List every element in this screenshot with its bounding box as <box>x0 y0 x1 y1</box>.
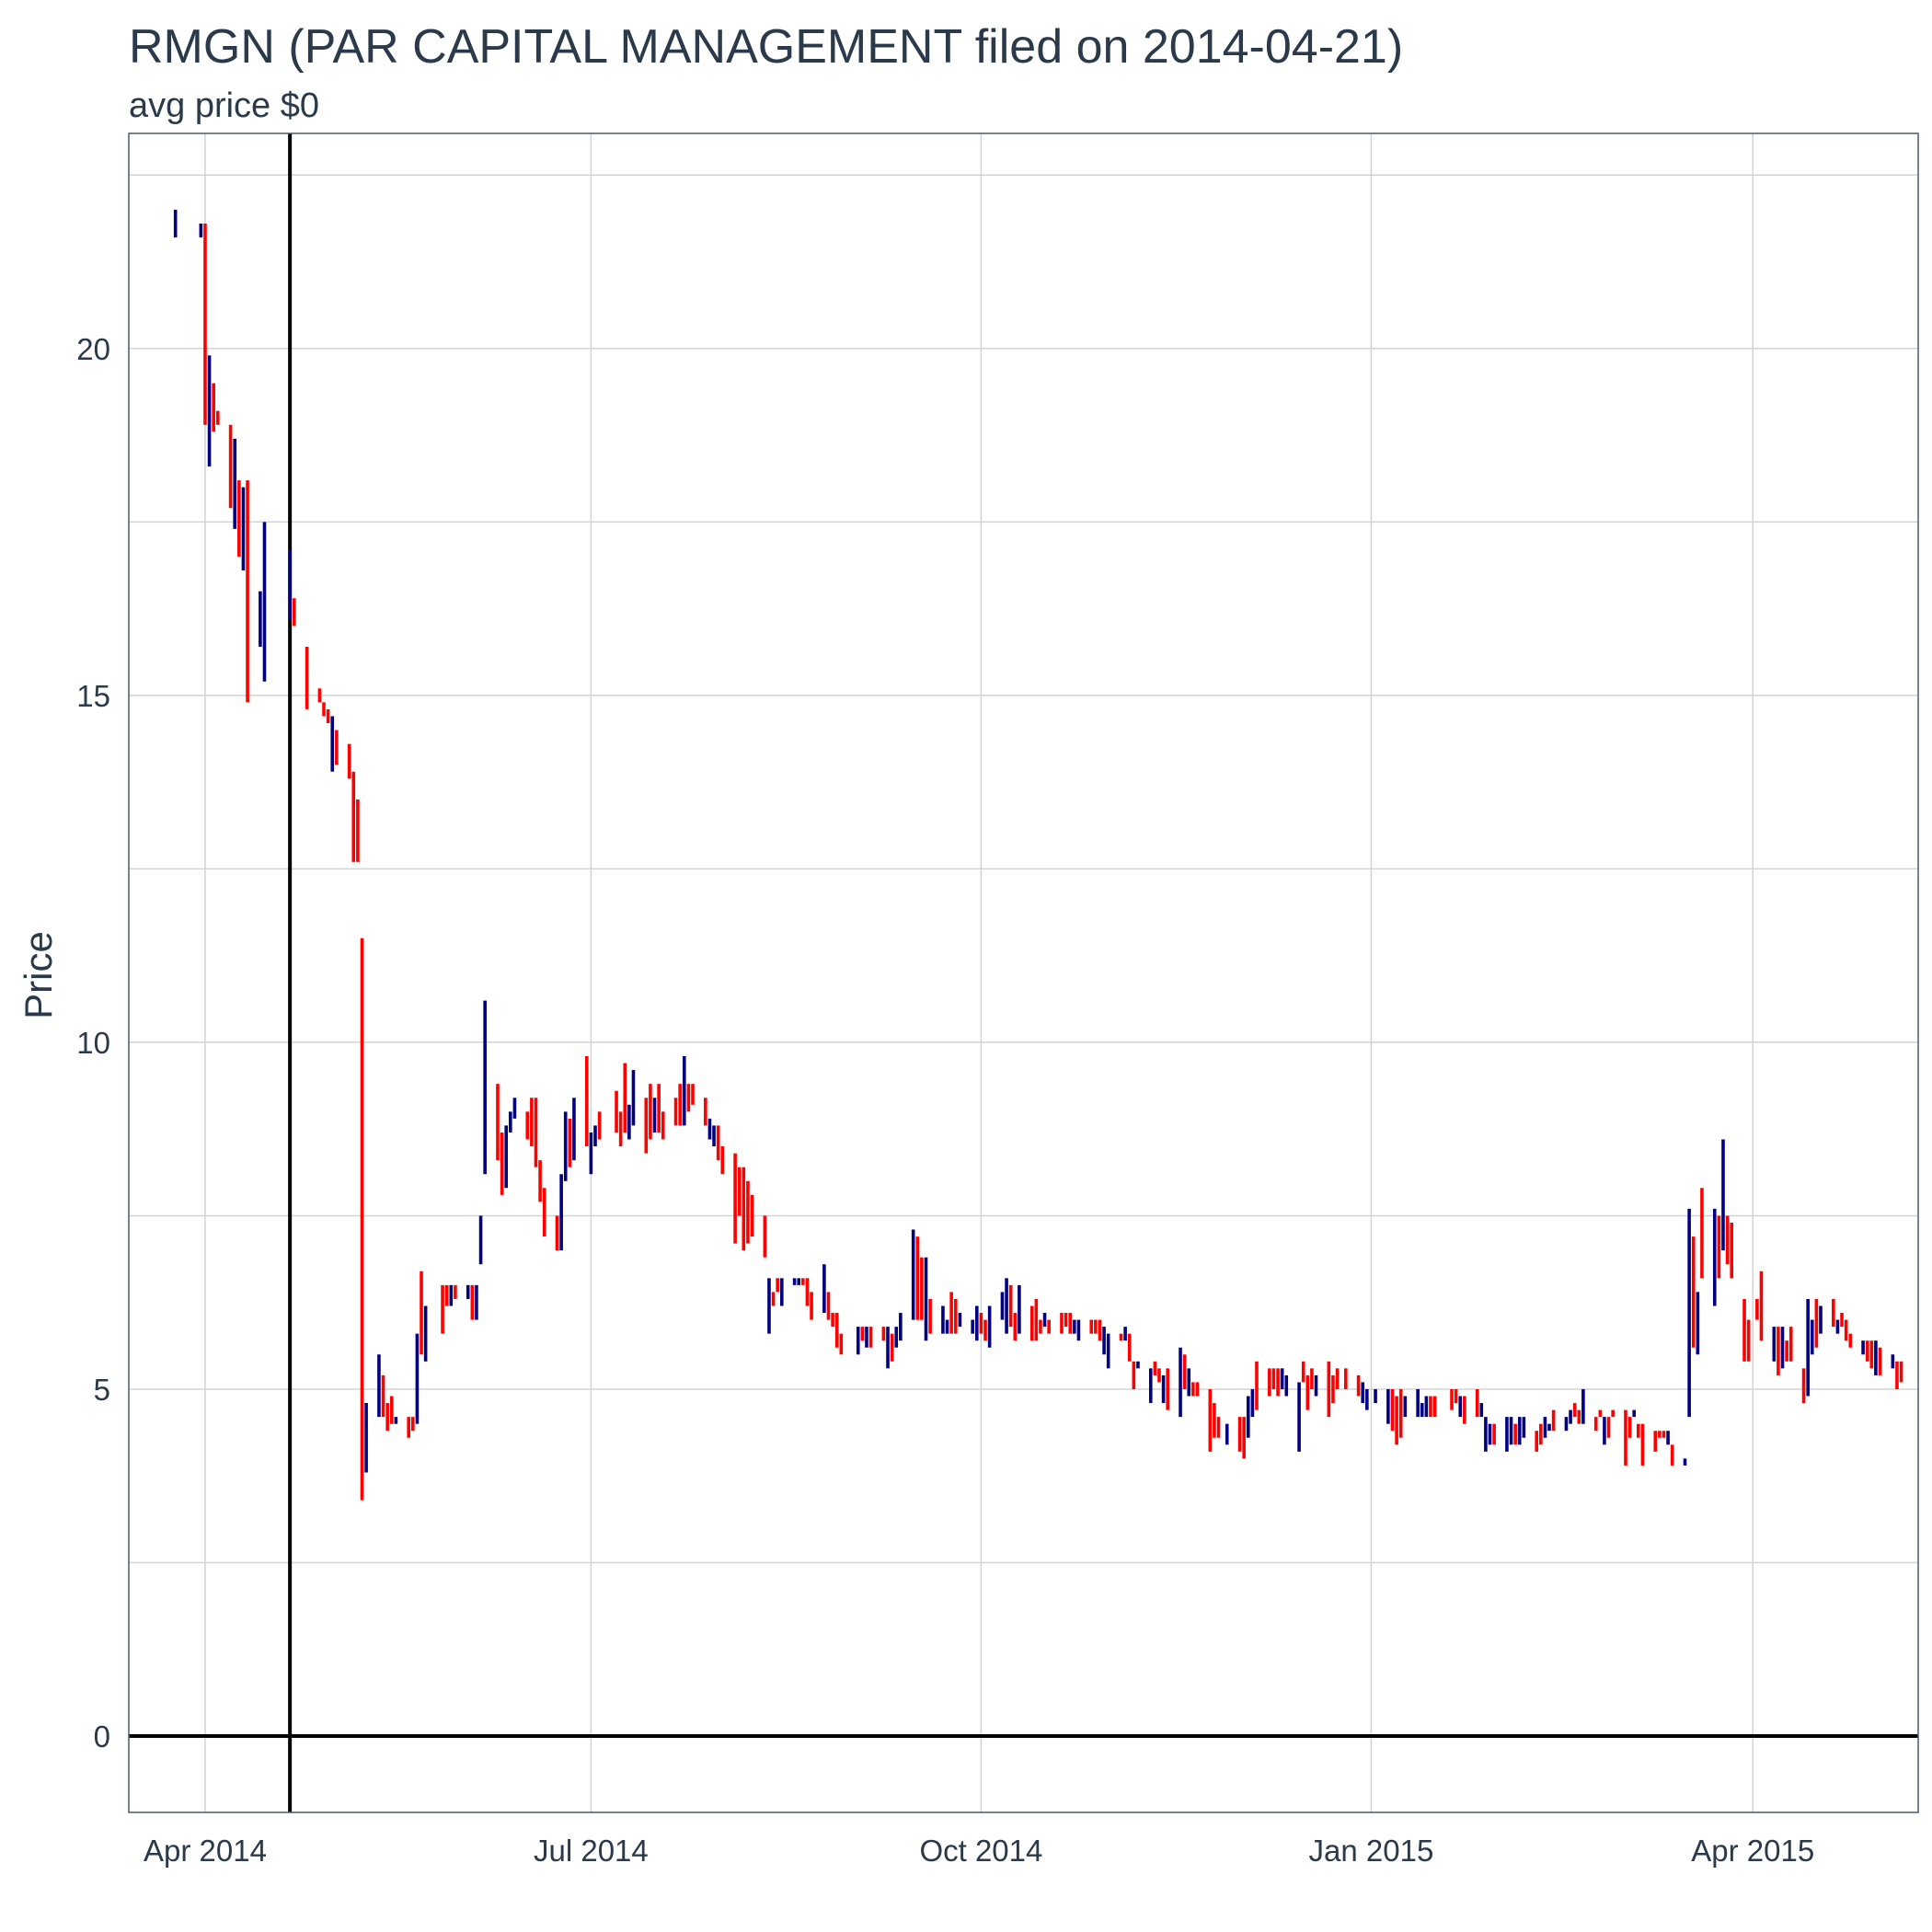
x-tick-label: Oct 2014 <box>919 1834 1042 1868</box>
x-tick-label: Apr 2014 <box>144 1834 267 1868</box>
chart-title: RMGN (PAR CAPITAL MANAGEMENT filed on 20… <box>129 20 1403 74</box>
y-axis-ticks: 0 5 10 15 20 <box>76 332 110 1754</box>
x-axis-ticks: Apr 2014 Jul 2014 Oct 2014 Jan 2015 Apr 2015 <box>144 1834 1814 1868</box>
y-tick-label: 20 <box>76 332 110 366</box>
y-tick-label: 10 <box>76 1026 110 1060</box>
grid-lines <box>129 133 1918 1812</box>
y-tick-label: 15 <box>76 679 110 713</box>
price-bars <box>173 209 1903 1501</box>
y-tick-label: 0 <box>94 1719 110 1754</box>
x-tick-label: Jul 2014 <box>534 1834 649 1868</box>
x-tick-label: Apr 2015 <box>1691 1834 1814 1868</box>
y-tick-label: 5 <box>94 1373 110 1407</box>
reference-lines <box>129 133 1918 1812</box>
x-tick-label: Jan 2015 <box>1309 1834 1434 1868</box>
plot-panel <box>128 132 1919 1813</box>
chart-subtitle: avg price $0 <box>129 86 319 125</box>
y-axis-label: Price <box>17 931 60 1019</box>
